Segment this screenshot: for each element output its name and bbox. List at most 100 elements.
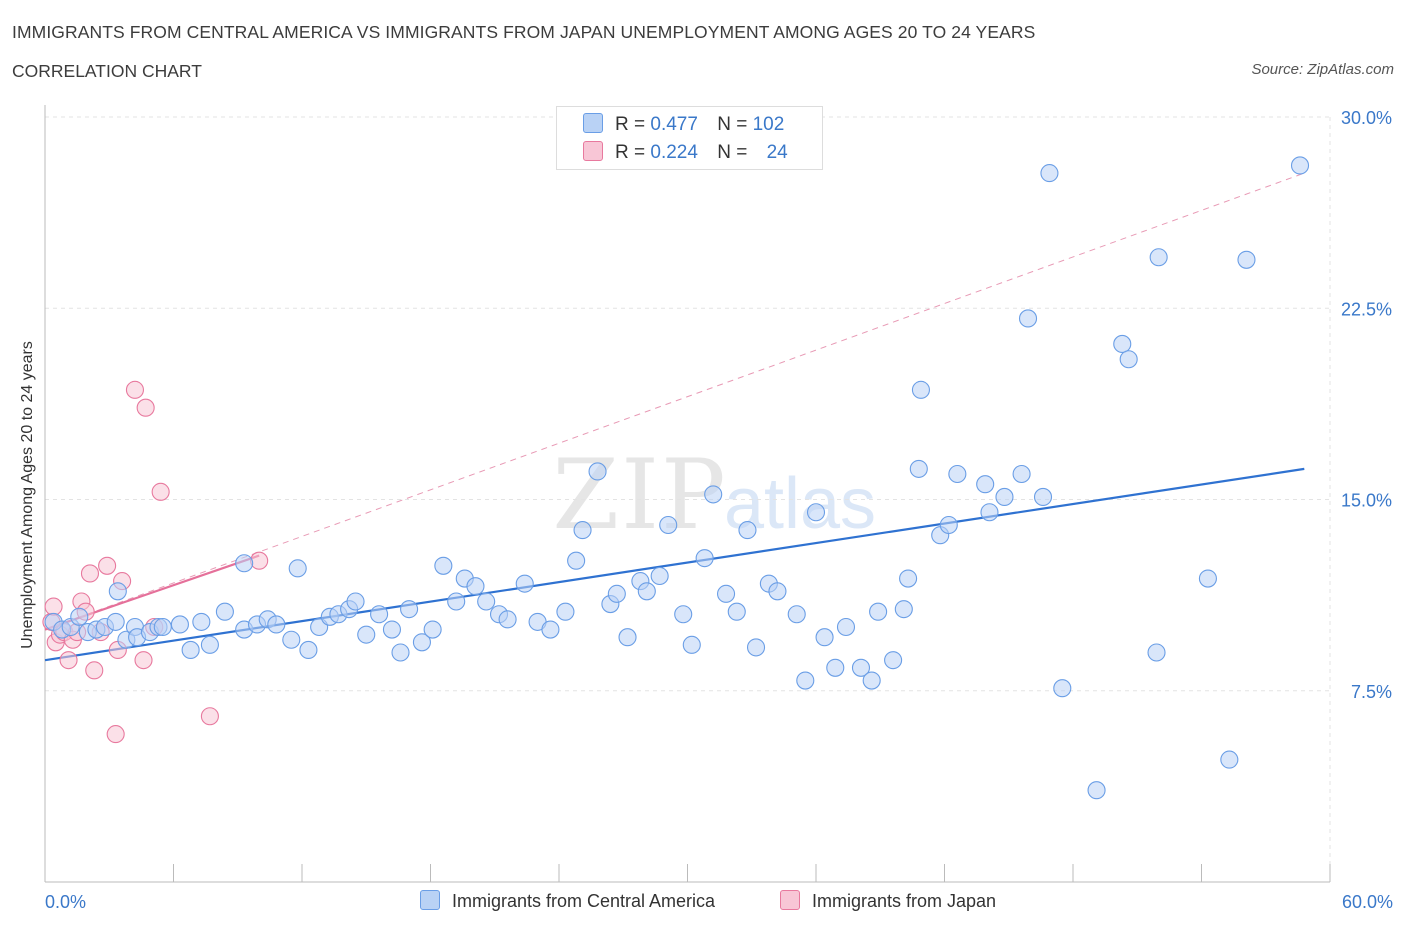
point-central-america [423,620,442,639]
point-japan [125,380,144,399]
point-central-america [911,380,930,399]
x-tick-label: 0.0% [45,892,86,912]
point-central-america [447,592,466,611]
point-central-america [1237,250,1256,269]
point-central-america [588,462,607,481]
point-central-america [299,640,318,660]
point-central-america [851,658,871,677]
point-central-america [650,566,669,586]
correlation-legend: R = 0.477 N = 102 R = 0.224 N = 24 [556,106,823,170]
point-central-america [659,515,678,535]
point-central-america [1033,487,1053,507]
point-central-america [1119,350,1138,369]
point-central-america [192,612,211,631]
point-central-america [541,620,560,639]
legend-r-label: R = [615,114,646,135]
point-central-america [909,459,928,478]
point-central-america [704,485,723,504]
bottom-legend-japan: Immigrants from Japan [780,890,996,912]
point-japan [85,661,104,680]
bottom-legend-label-central-america: Immigrants from Central America [452,891,716,911]
point-central-america [862,671,881,690]
point-central-america [884,651,903,670]
legend-swatch-central-america [583,113,603,133]
point-central-america [727,602,746,621]
point-central-america [370,605,389,624]
point-central-america [170,615,189,634]
point-japan [106,725,125,744]
y-tick-label: 22.5% [1341,299,1392,319]
point-central-america [980,503,999,522]
point-central-america [1220,750,1239,769]
legend-r-label: R = [615,142,646,163]
legend-row-central-america: R = 0.477 N = 102 [583,113,784,137]
point-japan [250,551,269,570]
point-central-america [738,521,757,540]
point-japan [200,707,219,726]
point-central-america [288,559,307,578]
series-japan-points [42,380,269,744]
point-central-america [200,635,219,654]
point-central-america [235,554,254,573]
point-central-america [899,569,918,588]
point-central-america [1149,248,1168,267]
point-central-america [939,515,958,535]
point-central-america [1087,781,1106,800]
point-central-america [787,605,806,624]
bottom-legend-swatch-japan [780,890,800,910]
point-central-america [1018,309,1038,328]
legend-n-label: N = [717,114,748,135]
point-central-america [607,584,626,603]
point-central-america [153,617,172,637]
point-central-america [106,612,125,631]
point-central-america [1053,679,1072,698]
point-central-america [267,615,286,634]
point-central-america [894,600,913,619]
point-central-america [391,643,410,662]
point-central-america [637,582,656,601]
point-central-america [674,605,693,624]
point-japan [98,556,117,575]
point-central-america [826,658,845,677]
point-central-america [1147,643,1166,662]
point-central-america [1113,334,1132,354]
legend-r-value: 0.477 [650,114,698,135]
point-central-america [796,671,815,690]
y-tick-label: 30.0% [1341,108,1392,128]
point-central-america [556,602,575,621]
point-central-america [995,487,1014,507]
point-central-america [466,577,485,596]
point-central-america [836,617,856,637]
point-central-america [1198,569,1217,588]
point-central-america [70,607,89,626]
point-central-america [746,638,766,657]
point-japan [134,651,153,670]
legend-swatch-japan [583,141,603,161]
point-central-america [716,584,736,603]
grid-lines [45,116,1331,882]
trend-line-japan-extended [44,172,1305,631]
point-central-america [498,610,517,629]
point-central-america [477,592,496,611]
point-central-america [976,475,995,494]
legend-n-value: 102 [752,114,785,135]
point-japan [136,398,155,417]
point-central-america [357,625,376,644]
point-central-america [400,600,419,619]
y-tick-label: 15.0% [1341,491,1392,511]
point-central-america [1040,164,1059,183]
legend-row-japan: R = 0.224 N = 24 [583,141,788,165]
point-central-america [768,582,787,601]
y-axis-label: Unemployment Among Ages 20 to 24 years [19,341,36,649]
point-central-america [806,503,826,522]
point-central-america [282,630,301,649]
point-central-america [181,640,200,660]
y-tick-label: 7.5% [1351,682,1392,702]
point-central-america [815,628,834,647]
point-central-america [515,574,534,593]
point-japan [59,651,78,670]
point-central-america [215,602,234,621]
point-central-america [695,549,714,568]
point-central-america [412,633,431,652]
point-central-america [382,620,402,639]
